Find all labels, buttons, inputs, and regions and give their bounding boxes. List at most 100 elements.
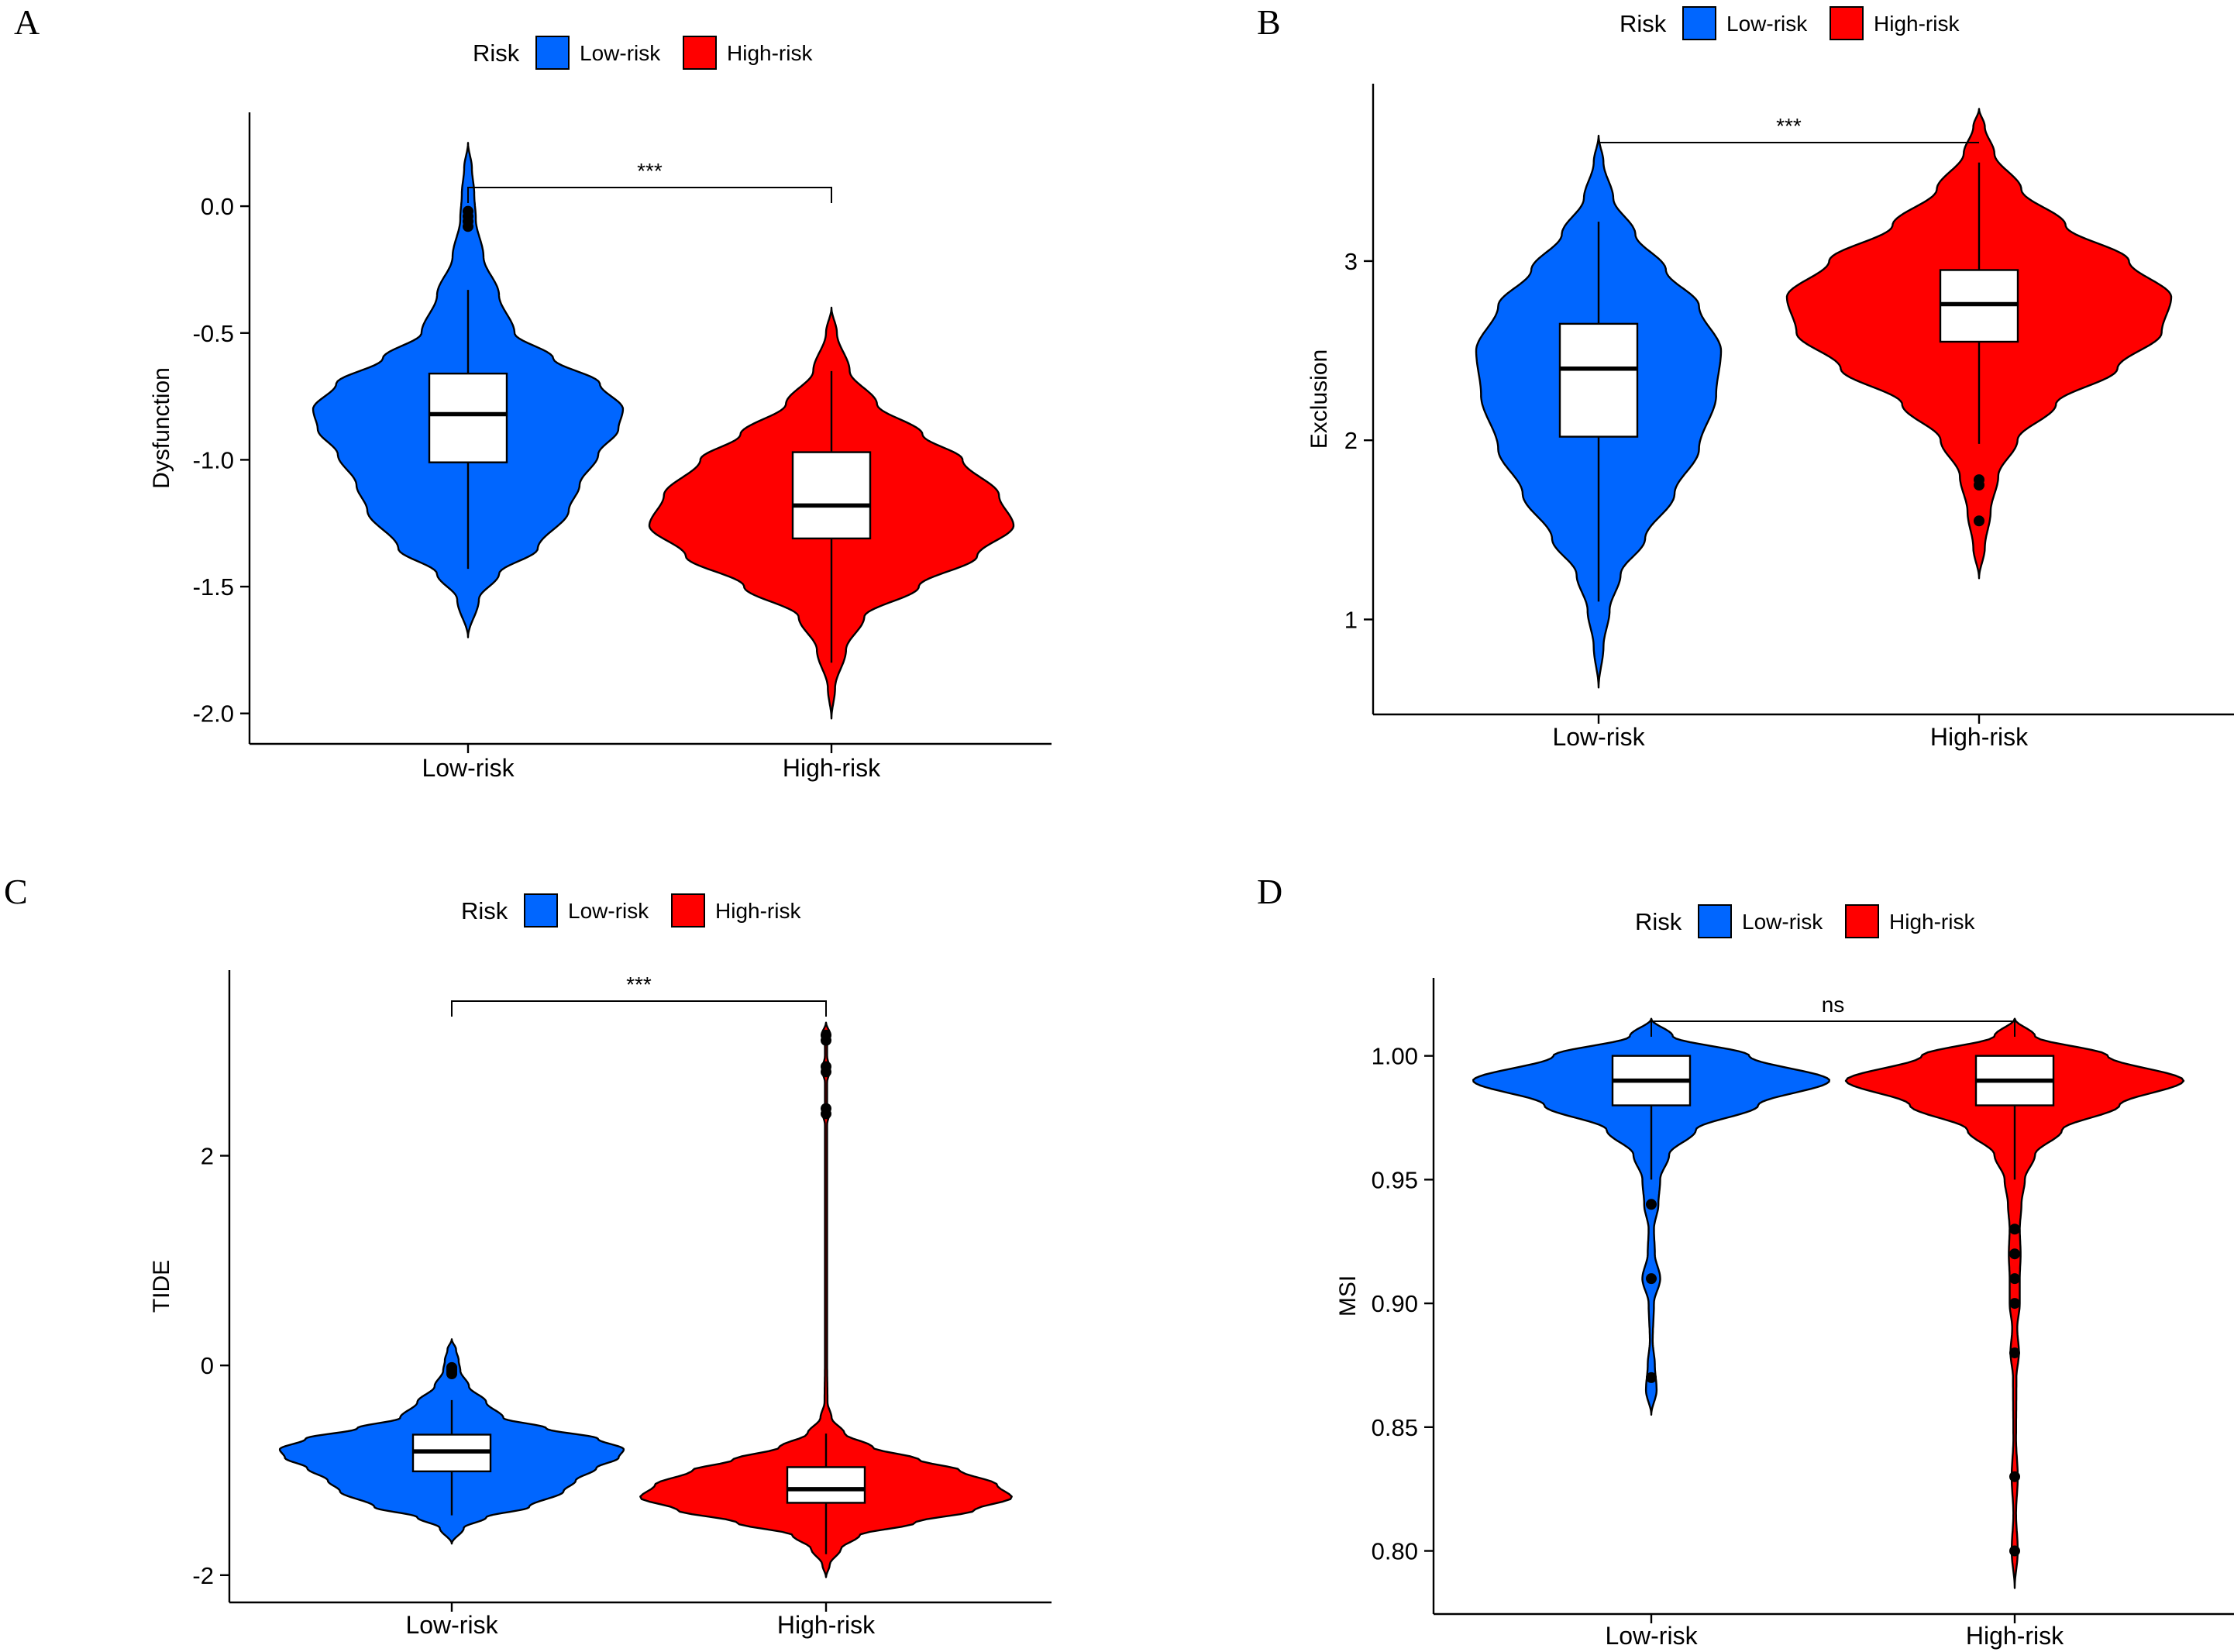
legend-label-low: Low-risk bbox=[568, 899, 649, 923]
outlier-point bbox=[1646, 1199, 1657, 1210]
legend-label-low: Low-risk bbox=[580, 41, 661, 65]
y-tick-label: 1 bbox=[1344, 606, 1358, 633]
significance-label: ns bbox=[1822, 993, 1845, 1017]
legend-label-low: Low-risk bbox=[1726, 12, 1808, 36]
significance-bracket: ns bbox=[1651, 993, 2015, 1037]
x-tick-label: High-risk bbox=[783, 754, 881, 782]
outlier-point bbox=[821, 1108, 831, 1120]
legend-label-high: High-risk bbox=[715, 899, 801, 923]
y-tick-label: 3 bbox=[1344, 248, 1358, 275]
outlier-point bbox=[1974, 515, 1984, 527]
y-tick-label: 0.90 bbox=[1372, 1290, 1418, 1317]
x-tick-label: High-risk bbox=[1930, 723, 2029, 751]
significance-label: *** bbox=[1776, 114, 1802, 138]
panel-b: B Risk Low-risk High-risk 1 2 3 Exclusion Low-ri… bbox=[1257, 2, 2234, 751]
panel-d: D Risk Low-risk High-risk 1.00 0.95 0.90 0.85 0.… bbox=[1257, 872, 2234, 1650]
outlier-point bbox=[2009, 1298, 2020, 1310]
y-tick-label: -2.0 bbox=[193, 700, 234, 728]
legend-label-high: High-risk bbox=[727, 41, 813, 65]
outlier-point bbox=[446, 1368, 457, 1379]
y-tick-label: 2 bbox=[201, 1143, 214, 1170]
outlier-point bbox=[2009, 1347, 2020, 1358]
legend-key-high bbox=[1845, 904, 1879, 938]
violin-series-high-risk bbox=[1844, 1017, 2185, 1589]
y-axis-title: Dysfunction bbox=[149, 367, 174, 489]
box bbox=[786, 1466, 866, 1504]
legend: Risk Low-risk High-risk bbox=[473, 36, 813, 70]
violin-series-high-risk bbox=[648, 306, 1015, 720]
y-tick-label: 0.95 bbox=[1372, 1166, 1418, 1193]
legend: Risk Low-risk High-risk bbox=[461, 893, 801, 928]
y-tick-label: -1.0 bbox=[193, 446, 234, 473]
panel-letter: C bbox=[4, 872, 28, 911]
significance-bracket: *** bbox=[1599, 114, 1979, 143]
y-tick-label: 2 bbox=[1344, 427, 1358, 454]
y-tick-label: 0 bbox=[201, 1352, 214, 1379]
x-tick-label: High-risk bbox=[777, 1611, 876, 1639]
legend-key-high bbox=[671, 893, 705, 928]
legend: Risk Low-risk High-risk bbox=[1620, 6, 1960, 40]
y-tick-label: -2 bbox=[192, 1562, 214, 1589]
violin-series-low-risk bbox=[1472, 1017, 1830, 1416]
legend-key-low bbox=[1698, 904, 1732, 938]
legend-title: Risk bbox=[1620, 10, 1667, 37]
y-axis-title: Exclusion bbox=[1306, 349, 1332, 449]
significance-label: *** bbox=[637, 159, 663, 183]
legend-title: Risk bbox=[1635, 908, 1682, 935]
panel-letter: B bbox=[1257, 2, 1281, 42]
legend-title: Risk bbox=[461, 897, 508, 924]
legend-key-high bbox=[683, 36, 717, 70]
outlier-point bbox=[2009, 1248, 2020, 1260]
x-tick-label: Low-risk bbox=[422, 754, 515, 782]
x-tick-label: Low-risk bbox=[1552, 723, 1645, 751]
outlier-point bbox=[821, 1066, 831, 1078]
violin-series-low-risk bbox=[278, 1338, 625, 1545]
x-tick-label: High-risk bbox=[1966, 1622, 2064, 1650]
box bbox=[791, 451, 872, 540]
outlier-point bbox=[1974, 480, 1984, 490]
x-tick-label: Low-risk bbox=[405, 1611, 498, 1639]
violin-body bbox=[1472, 1017, 1830, 1416]
bracket-line bbox=[467, 187, 832, 203]
violin-series-low-risk bbox=[1475, 134, 1723, 689]
legend-label-low: Low-risk bbox=[1742, 910, 1823, 934]
panel-letter: D bbox=[1257, 872, 1282, 911]
box bbox=[428, 372, 508, 463]
legend-label-high: High-risk bbox=[1889, 910, 1975, 934]
legend-key-high bbox=[1830, 6, 1864, 40]
panel-letter: A bbox=[14, 2, 40, 42]
bracket-line bbox=[1651, 1020, 2015, 1037]
outlier-point bbox=[2009, 1224, 2020, 1235]
legend-label-high: High-risk bbox=[1874, 12, 1960, 36]
legend-key-low bbox=[535, 36, 570, 70]
outlier-point bbox=[2009, 1471, 2020, 1482]
y-tick-label: 0.85 bbox=[1372, 1414, 1418, 1441]
significance-label: *** bbox=[626, 972, 652, 996]
bracket-line bbox=[451, 1000, 827, 1017]
legend-key-low bbox=[524, 893, 558, 928]
violin-series-low-risk bbox=[312, 142, 625, 638]
outlier-point bbox=[821, 1034, 831, 1046]
outlier-point bbox=[2009, 1545, 2020, 1557]
significance-bracket: *** bbox=[451, 972, 827, 1017]
legend-key-low bbox=[1682, 6, 1716, 40]
x-tick-label: Low-risk bbox=[1605, 1622, 1698, 1650]
violin-series-high-risk bbox=[1785, 108, 2173, 580]
panel-c: C Risk Low-risk High-risk 2 0 -2 TIDE Low-risk Hi… bbox=[4, 872, 1052, 1639]
legend: Risk Low-risk High-risk bbox=[1635, 904, 1975, 938]
y-tick-label: 1.00 bbox=[1372, 1043, 1418, 1070]
panel-a: A Risk Low-risk High-risk 0.0 -0.5 -1.0 -1.5 -2.… bbox=[14, 2, 1052, 782]
legend-title: Risk bbox=[473, 40, 520, 67]
outlier-point bbox=[1646, 1372, 1657, 1383]
box bbox=[1558, 322, 1639, 438]
y-tick-label: -1.5 bbox=[193, 573, 234, 601]
violin-body bbox=[639, 1021, 1013, 1578]
outlier-point bbox=[2009, 1273, 2020, 1285]
y-axis-title: TIDE bbox=[149, 1260, 174, 1313]
outlier-point bbox=[1646, 1273, 1657, 1285]
y-tick-label: -0.5 bbox=[193, 320, 234, 347]
significance-bracket: *** bbox=[467, 159, 832, 203]
violin-series-high-risk bbox=[639, 1021, 1013, 1578]
y-tick-label: 0.80 bbox=[1372, 1538, 1418, 1565]
